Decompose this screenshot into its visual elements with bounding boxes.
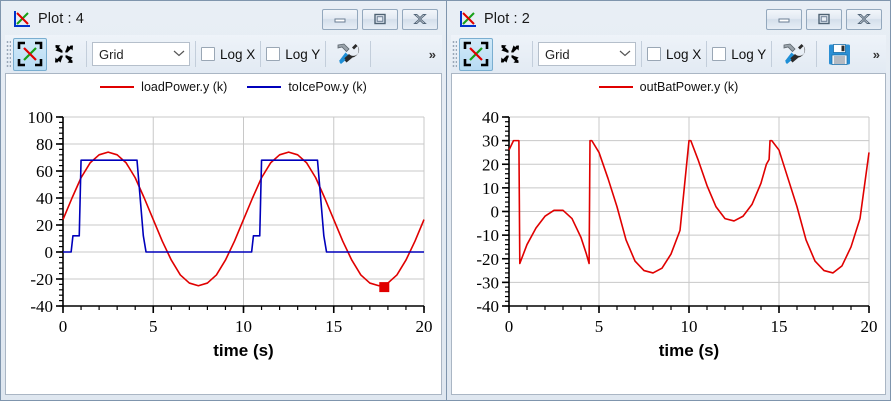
plot-window-4: Plot : 4 — [0, 0, 446, 401]
log-x-label: Log X — [220, 46, 256, 62]
log-y-checkbox[interactable]: Log Y — [266, 47, 320, 62]
y-tick-label: 40 — [482, 108, 499, 127]
plot-canvas-4[interactable]: loadPower.y (k) toIcePow.y (k) -40 -20 0 20… — [5, 73, 442, 395]
toolbar-separator — [195, 41, 196, 67]
log-y-checkbox[interactable]: Log Y — [712, 47, 766, 62]
log-x-checkbox[interactable]: Log X — [201, 47, 255, 62]
toolbar-grip[interactable] — [452, 40, 457, 68]
y-tick-label: 60 — [36, 162, 53, 181]
maximize-button[interactable] — [806, 8, 842, 30]
toolbar-grip[interactable] — [6, 40, 11, 68]
x-tick-label: 5 — [595, 317, 604, 336]
x-tick-label: 10 — [681, 317, 698, 336]
series-line — [63, 159, 424, 253]
x-tick-label: 10 — [235, 317, 252, 336]
y-tick-label: -40 — [30, 297, 53, 316]
expand-arrows-icon[interactable] — [493, 38, 527, 71]
x-axis-label: time (s) — [659, 341, 719, 360]
zoom-to-fit-icon[interactable] — [459, 37, 493, 71]
close-button[interactable] — [402, 8, 438, 30]
toolbar-separator — [816, 41, 818, 67]
toolbar-separator — [370, 41, 372, 67]
selected-point-marker — [379, 282, 390, 293]
log-x-checkbox[interactable]: Log X — [647, 47, 701, 62]
window-buttons — [766, 8, 882, 30]
grid-select-value: Grid — [99, 46, 124, 62]
minimize-button[interactable] — [322, 8, 358, 30]
hammer-wrench-icon[interactable] — [777, 38, 811, 71]
minimize-button[interactable] — [766, 8, 802, 30]
y-tick-label: 20 — [482, 155, 499, 174]
x-tick-label: 15 — [771, 317, 788, 336]
plot-graphics-4: -40 -20 0 20 40 60 80 100 0 5 10 15 20 time (s) — [28, 108, 433, 360]
plot-window-2: Plot : 2 — [446, 0, 891, 401]
plot-xy-icon — [13, 10, 31, 28]
y-tick-label: 100 — [28, 108, 54, 127]
window-title: Plot : 2 — [484, 11, 530, 27]
log-x-checkbox-box — [201, 47, 215, 61]
toolbar-separator — [86, 41, 87, 67]
x-tick-label: 20 — [861, 317, 878, 336]
x-tick-label: 5 — [149, 317, 158, 336]
y-tick-label: 0 — [491, 203, 500, 222]
titlebar: Plot : 4 — [5, 4, 442, 34]
plot-canvas-2[interactable]: outBatPower.y (k) -40 -30 -20 -10 0 10 20 30 40 0… — [451, 73, 886, 395]
save-floppy-icon[interactable] — [822, 38, 856, 71]
x-axis-label: time (s) — [213, 341, 273, 360]
y-tick-label: 30 — [482, 132, 499, 151]
y-tick-label: -10 — [476, 226, 499, 245]
window-buttons — [322, 8, 438, 30]
y-tick-label: -30 — [476, 273, 499, 292]
chevron-down-icon — [619, 49, 631, 60]
toolbar-overflow-button[interactable]: » — [872, 46, 880, 62]
close-button[interactable] — [846, 8, 882, 30]
series-line — [508, 139, 870, 274]
grid-select[interactable]: Grid — [538, 42, 636, 66]
plot-xy-icon — [459, 10, 477, 28]
y-tick-label: -40 — [476, 297, 499, 316]
y-tick-label: -20 — [476, 250, 499, 269]
y-tick-label: 40 — [36, 189, 53, 208]
x-tick-label: 0 — [59, 317, 68, 336]
toolbar-separator — [260, 41, 262, 67]
x-tick-label: 0 — [505, 317, 514, 336]
x-tick-label: 15 — [325, 317, 342, 336]
y-tick-label: 0 — [45, 243, 54, 262]
titlebar: Plot : 2 — [451, 4, 886, 34]
toolbar-overflow-button[interactable]: » — [428, 46, 436, 62]
y-tick-label: 20 — [36, 216, 53, 235]
toolbar-separator — [325, 41, 327, 67]
grid-select[interactable]: Grid — [92, 42, 190, 66]
log-y-label: Log Y — [285, 46, 321, 62]
maximize-button[interactable] — [362, 8, 398, 30]
chevron-down-icon — [173, 49, 185, 60]
log-x-checkbox-box — [647, 47, 661, 61]
toolbar: Grid Log X Log Y — [451, 35, 886, 73]
toolbar-separator — [706, 41, 708, 67]
toolbar-separator — [641, 41, 642, 67]
y-tick-label: -20 — [30, 270, 53, 289]
y-tick-label: 80 — [36, 135, 53, 154]
window-title: Plot : 4 — [38, 11, 84, 27]
log-y-checkbox-box — [712, 47, 727, 61]
grid-select-value: Grid — [545, 46, 570, 62]
expand-arrows-icon[interactable] — [47, 38, 81, 71]
y-tick-label: 10 — [482, 179, 499, 198]
toolbar: Grid Log X Log Y — [5, 35, 442, 73]
log-y-checkbox-box — [266, 47, 281, 61]
toolbar-separator — [532, 41, 533, 67]
hammer-wrench-icon[interactable] — [331, 38, 365, 71]
toolbar-separator — [771, 41, 773, 67]
x-tick-label: 20 — [416, 317, 433, 336]
zoom-to-fit-icon[interactable] — [13, 37, 47, 71]
log-y-label: Log Y — [731, 46, 767, 62]
log-x-label: Log X — [666, 46, 702, 62]
plot-graphics-2: -40 -30 -20 -10 0 10 20 30 40 0 5 10 15 20 time (s) — [476, 108, 878, 360]
